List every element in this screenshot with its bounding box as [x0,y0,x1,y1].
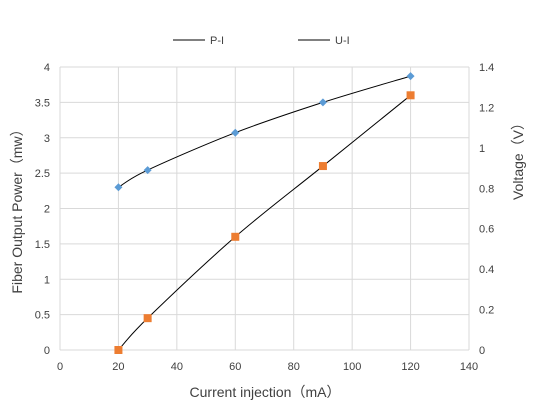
y-left-axis-ticks: 0 0.5 1 1.5 2 2.5 3 3.5 4 [35,62,50,357]
data-point-p-i [231,232,240,241]
series-line-p-i [118,94,411,351]
x-tick-label: 80 [288,361,300,373]
x-tick-label: 60 [229,361,241,373]
data-point-u-i [143,166,152,175]
y-left-tick-label: 2.5 [35,168,50,180]
y-left-tick-label: 0 [44,345,50,357]
y-left-tick-label: 1.5 [35,239,50,251]
data-point-p-i [114,346,123,354]
series-line-u-i [118,75,411,188]
x-tick-label: 100 [343,361,361,373]
x-tick-label: 0 [57,361,63,373]
y-left-tick-label: 2 [44,204,50,216]
data-point-p-i [406,91,415,100]
legend-label-p-i: P-I [210,35,224,47]
data-point-p-i [143,314,152,323]
y-right-axis-title: Voltage（V） [510,116,526,200]
y-left-tick-label: 3.5 [35,97,50,109]
x-tick-label: 40 [171,361,183,373]
y-right-tick-label: 0.8 [479,183,494,195]
data-point-u-i [231,128,240,137]
x-tick-label: 120 [401,361,419,373]
x-tick-label: 140 [460,361,478,373]
y-right-tick-label: 1 [479,143,485,155]
y-right-tick-label: 1.4 [479,62,494,74]
grid [59,66,470,351]
legend-label-u-i: U-I [335,35,350,47]
data-point-u-i [318,98,327,107]
y-left-tick-label: 0.5 [35,310,50,322]
y-right-tick-label: 0.6 [479,224,494,236]
y-left-tick-label: 3 [44,133,50,145]
y-right-tick-label: 0.2 [479,305,494,317]
x-axis-ticks: 0 20 40 60 80 100 120 140 [57,361,478,373]
legend: P-I U-I [173,35,350,47]
y-right-tick-label: 0.4 [479,264,494,276]
y-left-axis-title: Fiber Output Power（mw） [9,122,25,293]
y-right-axis-ticks: 0 0.2 0.4 0.6 0.8 1 1.2 1.4 [479,62,494,357]
series-lines [118,75,411,351]
series-markers [114,72,415,354]
x-tick-label: 20 [112,361,124,373]
y-left-tick-label: 1 [44,274,50,286]
y-right-tick-label: 1.2 [479,102,494,114]
x-axis-title: Current injection（mA） [190,384,341,400]
y-left-tick-label: 4 [44,62,50,74]
data-point-u-i [406,72,415,81]
data-point-u-i [114,183,123,192]
data-point-p-i [318,162,327,171]
y-right-tick-label: 0 [479,345,485,357]
